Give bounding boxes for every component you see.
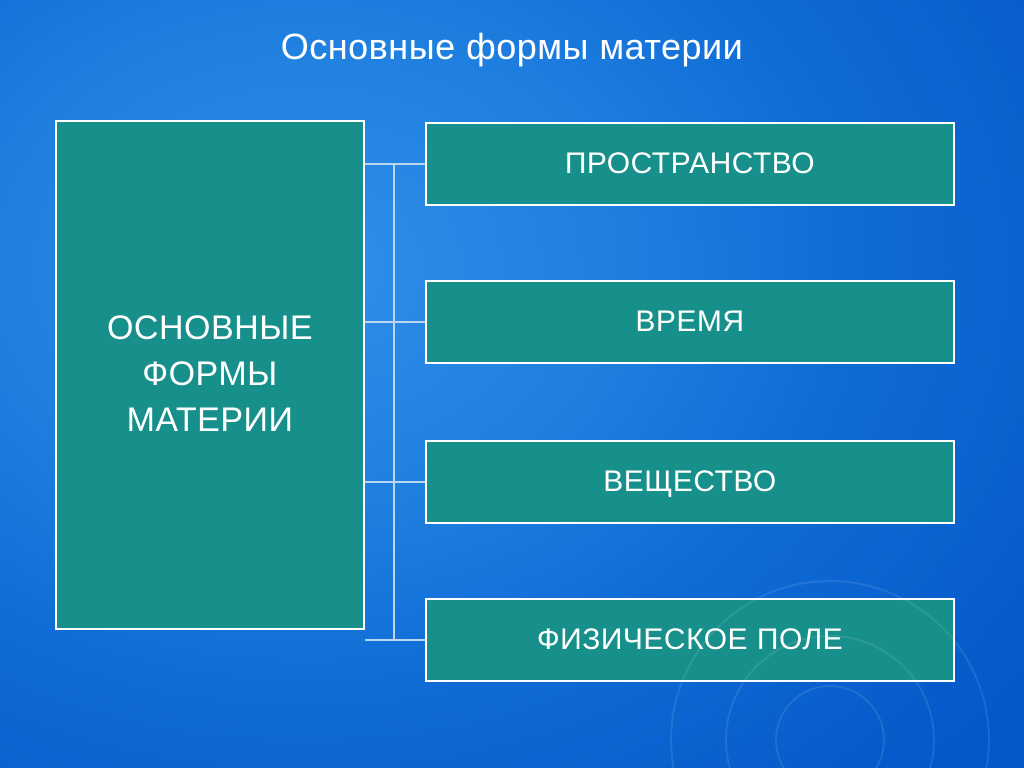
diagram-item-label: ВЕЩЕСТВО [603,465,777,499]
diagram-item-box: ВРЕМЯ [425,280,955,364]
connector [394,639,425,641]
diagram-root-box: ОСНОВНЫЕФОРМЫМАТЕРИИ [55,120,365,630]
connector [365,163,394,165]
diagram-root-label: ОСНОВНЫЕФОРМЫМАТЕРИИ [107,306,313,444]
connector-trunk [393,163,395,641]
diagram-item-box: ВЕЩЕСТВО [425,440,955,524]
connector [365,481,394,483]
diagram-item-box: ПРОСТРАНСТВО [425,122,955,206]
diagram-item-label: ПРОСТРАНСТВО [565,147,815,181]
diagram-item-label: ВРЕМЯ [635,305,744,339]
connector [394,321,425,323]
page-title: Основные формы материи [0,26,1024,68]
connector [365,321,394,323]
connector [394,481,425,483]
connector [394,163,425,165]
connector [365,639,394,641]
